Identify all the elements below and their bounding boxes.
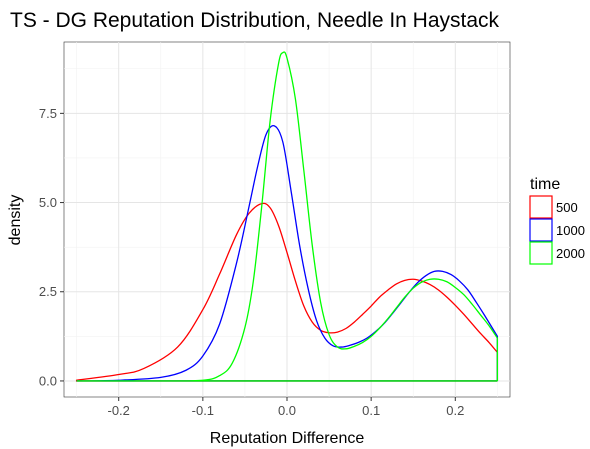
x-tick-label: -0.2 <box>107 403 129 418</box>
legend-key-2000 <box>529 241 553 265</box>
y-tick-label: 0.0 <box>39 373 57 388</box>
legend-key-1000 <box>529 218 553 242</box>
x-tick-label: 0.1 <box>362 403 380 418</box>
density-line-1000 <box>76 124 499 382</box>
x-axis-ticks: -0.2 -0.1 0.0 0.1 0.2 <box>107 397 464 418</box>
legend: 500 1000 2000 <box>529 195 585 265</box>
series-lines <box>75 51 499 382</box>
legend-key-500 <box>529 195 553 219</box>
y-axis-ticks: 0.0 2.5 5.0 7.5 <box>39 106 64 388</box>
x-tick-label: 0.0 <box>278 403 296 418</box>
legend-label-1000: 1000 <box>556 223 585 238</box>
chart-title: TS - DG Reputation Distribution, Needle … <box>10 9 500 32</box>
y-tick-label: 7.5 <box>39 106 57 121</box>
y-tick-label: 5.0 <box>39 195 57 210</box>
density-line-2000 <box>76 51 499 382</box>
density-line-500 <box>75 202 499 382</box>
legend-label-500: 500 <box>556 200 578 215</box>
y-axis-label: density <box>7 195 24 246</box>
y-tick-label: 2.5 <box>39 284 57 299</box>
x-tick-label: 0.2 <box>446 403 464 418</box>
legend-label-2000: 2000 <box>556 246 585 261</box>
legend-title: time <box>530 176 560 193</box>
x-tick-label: -0.1 <box>192 403 214 418</box>
x-axis-label: Reputation Difference <box>210 430 365 447</box>
